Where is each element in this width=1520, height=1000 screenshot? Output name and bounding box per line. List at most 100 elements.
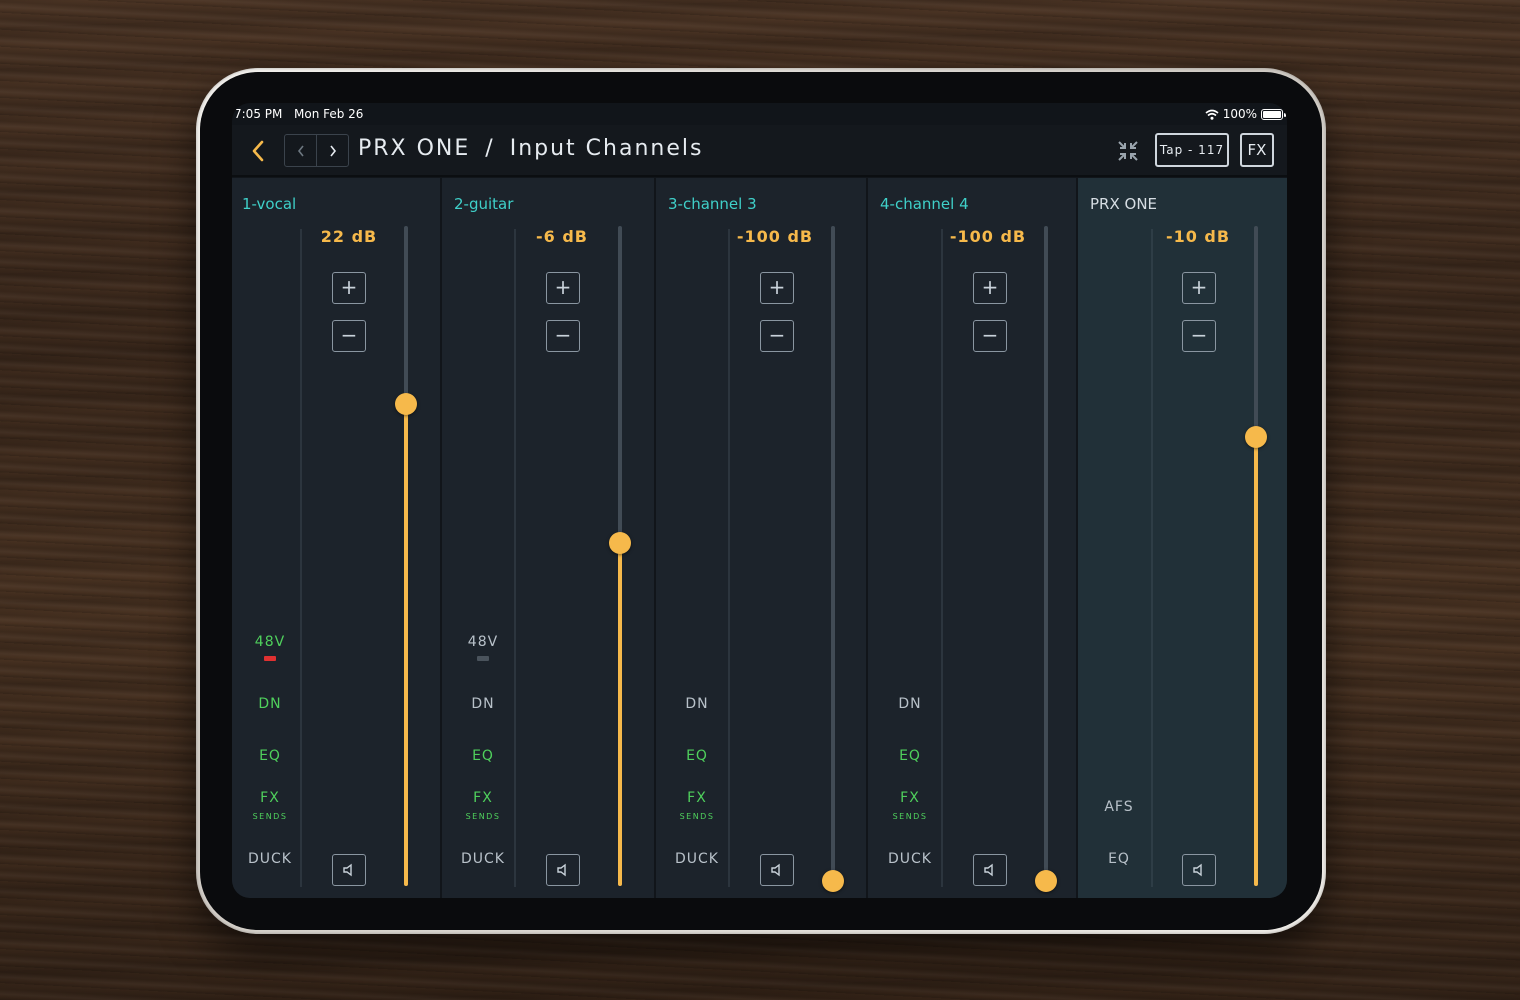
dn-button[interactable]: DN	[685, 696, 709, 712]
fx-sends-caption: SENDS	[465, 812, 501, 821]
next-page-button[interactable]	[316, 135, 348, 166]
dn-button[interactable]: DN	[898, 696, 922, 712]
channel-strips: 1-vocal 22 dB + − 48V DN EQ FX SENDS DUC…	[232, 178, 1287, 898]
fader-track[interactable]	[618, 226, 622, 886]
fader-track[interactable]	[831, 226, 835, 886]
title-page: Input Channels	[509, 136, 704, 161]
fader-knob[interactable]	[395, 393, 417, 416]
level-readout: -10 dB	[1165, 227, 1231, 246]
strip-divider	[300, 229, 302, 887]
app-header: PRX ONE / Input Channels Tap - 117 FX	[232, 125, 1287, 177]
strip-divider	[941, 229, 943, 887]
fader-knob[interactable]	[822, 870, 844, 892]
afs-button[interactable]: AFS	[1104, 799, 1134, 815]
channel-name[interactable]: 2-guitar	[454, 195, 514, 213]
fader-track[interactable]	[404, 226, 408, 886]
previous-page-button[interactable]	[285, 135, 316, 166]
duck-button[interactable]: DUCK	[461, 851, 505, 867]
speaker-mute-icon	[984, 863, 993, 877]
fx-sends-button[interactable]: FX	[687, 790, 707, 806]
back-button[interactable]	[246, 137, 270, 165]
speaker-mute-icon	[557, 863, 566, 877]
strip-divider	[514, 229, 516, 887]
tap-tempo-button[interactable]: Tap - 117	[1155, 133, 1229, 167]
dn-button[interactable]: DN	[471, 696, 495, 712]
phantom-48v-toggle[interactable]: 48V	[254, 634, 286, 650]
channel-name[interactable]: 4-channel 4	[880, 195, 969, 213]
mute-button[interactable]	[973, 854, 1007, 886]
mute-button[interactable]	[332, 854, 366, 886]
duck-button[interactable]: DUCK	[675, 851, 719, 867]
status-bar: 7:05 PM Mon Feb 26 100%	[232, 103, 1287, 125]
mute-button[interactable]	[546, 854, 580, 886]
channel-strip-3: 3-channel 3 -100 dB + − DN EQ FX SENDS D…	[656, 178, 866, 898]
master-strip: PRX ONE -10 dB + − AFS EQ	[1078, 178, 1287, 898]
duck-button[interactable]: DUCK	[248, 851, 292, 867]
level-up-button[interactable]: +	[546, 272, 580, 304]
phantom-led	[477, 656, 489, 661]
level-up-button[interactable]: +	[760, 272, 794, 304]
fx-sends-button[interactable]: FX	[900, 790, 920, 806]
channel-nav	[284, 134, 349, 167]
level-up-button[interactable]: +	[1182, 272, 1216, 304]
fader-fill	[618, 542, 622, 886]
eq-button[interactable]: EQ	[472, 748, 494, 764]
chevron-left-icon	[297, 145, 304, 156]
phantom-48v-toggle[interactable]: 48V	[467, 634, 499, 650]
fx-sends-caption: SENDS	[892, 812, 928, 821]
level-readout: -100 dB	[949, 227, 1027, 246]
mute-button[interactable]	[760, 854, 794, 886]
battery-percent: 100%	[1222, 107, 1257, 121]
strip-divider	[728, 229, 730, 887]
fader-track[interactable]	[1254, 226, 1258, 886]
fx-sends-button[interactable]: FX	[260, 790, 280, 806]
eq-button[interactable]: EQ	[259, 748, 281, 764]
wifi-icon	[1205, 109, 1219, 120]
level-down-button[interactable]: −	[546, 320, 580, 352]
app-screen: 7:05 PM Mon Feb 26 100% PRX ONE /	[232, 103, 1287, 898]
status-right: 100%	[1205, 103, 1286, 125]
eq-button[interactable]: EQ	[686, 748, 708, 764]
level-readout: -100 dB	[736, 227, 814, 246]
level-down-button[interactable]: −	[332, 320, 366, 352]
title-separator: /	[485, 136, 495, 161]
fx-sends-caption: SENDS	[679, 812, 715, 821]
speaker-mute-icon	[771, 863, 780, 877]
level-up-button[interactable]: +	[973, 272, 1007, 304]
fader-knob[interactable]	[1245, 426, 1267, 449]
channel-name[interactable]: 3-channel 3	[668, 195, 757, 213]
fx-button[interactable]: FX	[1240, 133, 1274, 167]
fx-sends-button[interactable]: FX	[473, 790, 493, 806]
status-time: 7:05 PM	[234, 107, 283, 121]
channel-name[interactable]: 1-vocal	[242, 195, 297, 213]
phantom-led	[264, 656, 276, 661]
level-readout: 22 dB	[320, 227, 378, 246]
level-down-button[interactable]: −	[760, 320, 794, 352]
fader-fill	[404, 404, 408, 886]
fader-fill	[1254, 437, 1258, 886]
level-down-button[interactable]: −	[1182, 320, 1216, 352]
level-readout: -6 dB	[536, 227, 588, 246]
speaker-mute-icon	[1193, 863, 1202, 877]
master-eq-button[interactable]: EQ	[1108, 851, 1130, 867]
fader-knob[interactable]	[1035, 870, 1057, 892]
level-down-button[interactable]: −	[973, 320, 1007, 352]
battery-icon	[1261, 108, 1286, 120]
page-title: PRX ONE / Input Channels	[358, 136, 703, 161]
collapse-icon[interactable]	[1116, 139, 1140, 163]
duck-button[interactable]: DUCK	[888, 851, 932, 867]
fx-sends-caption: SENDS	[252, 812, 288, 821]
channel-strip-2: 2-guitar -6 dB + − 48V DN EQ FX SENDS DU…	[442, 178, 654, 898]
channel-strip-1: 1-vocal 22 dB + − 48V DN EQ FX SENDS DUC…	[232, 178, 440, 898]
status-date: Mon Feb 26	[294, 107, 364, 121]
level-up-button[interactable]: +	[332, 272, 366, 304]
mute-button[interactable]	[1182, 854, 1216, 886]
title-device: PRX ONE	[358, 136, 471, 161]
speaker-mute-icon	[343, 863, 352, 877]
fader-knob[interactable]	[609, 531, 631, 554]
dn-button[interactable]: DN	[258, 696, 282, 712]
master-name[interactable]: PRX ONE	[1090, 195, 1158, 213]
fader-track[interactable]	[1044, 226, 1048, 886]
channel-strip-4: 4-channel 4 -100 dB + − DN EQ FX SENDS D…	[868, 178, 1076, 898]
eq-button[interactable]: EQ	[899, 748, 921, 764]
